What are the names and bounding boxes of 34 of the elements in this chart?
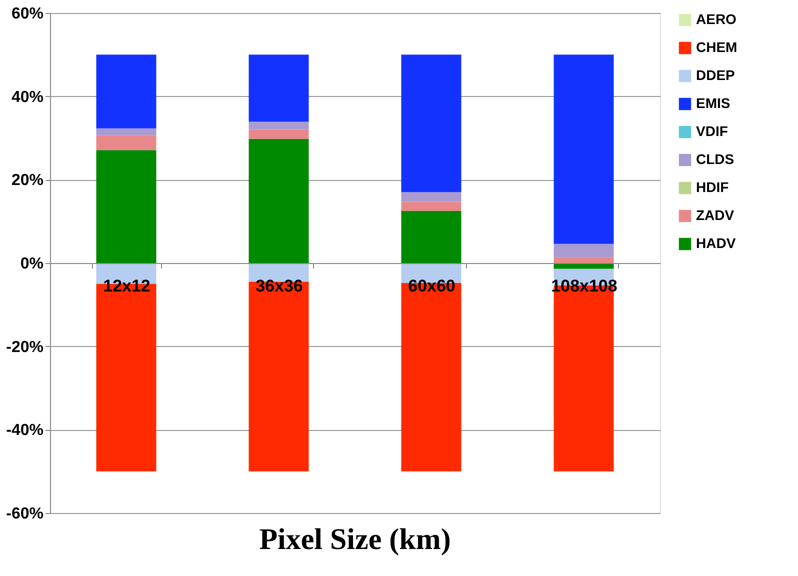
bar bbox=[401, 54, 462, 192]
y-tick-label: -60% bbox=[6, 506, 44, 522]
legend-label: DDEP bbox=[696, 67, 735, 83]
bar bbox=[248, 122, 309, 130]
legend-label: HADV bbox=[696, 235, 736, 251]
bar bbox=[248, 282, 309, 472]
bar bbox=[554, 244, 614, 258]
x-tick-label: 36x36 bbox=[256, 276, 303, 296]
bar bbox=[554, 54, 614, 244]
y-tick-label: 20% bbox=[11, 172, 44, 190]
x-axis-title: Pixel Size (km) bbox=[259, 523, 451, 556]
y-tick-label: 40% bbox=[11, 88, 44, 106]
bar bbox=[96, 128, 156, 136]
bar bbox=[96, 135, 156, 150]
y-tick-label: -20% bbox=[6, 338, 44, 356]
y-tick-label: -40% bbox=[6, 422, 44, 440]
legend-label: CLDS bbox=[696, 151, 734, 167]
bar bbox=[401, 210, 462, 263]
bar bbox=[248, 54, 309, 122]
legend-label: HDIF bbox=[696, 179, 730, 195]
legend-label: CHEM bbox=[696, 39, 738, 55]
legend-label: ZADV bbox=[696, 207, 735, 223]
bar bbox=[401, 192, 462, 202]
legend-label: AERO bbox=[696, 11, 737, 27]
legend-label: EMIS bbox=[696, 95, 730, 111]
bar bbox=[248, 138, 309, 263]
bar bbox=[248, 129, 309, 139]
y-tick-label: 0% bbox=[20, 256, 44, 272]
bar bbox=[96, 54, 156, 128]
y-tick-label: 60% bbox=[11, 6, 44, 22]
bar bbox=[96, 150, 156, 263]
bar bbox=[554, 257, 614, 263]
bar bbox=[401, 202, 462, 211]
legend-label: VDIF bbox=[696, 123, 728, 139]
